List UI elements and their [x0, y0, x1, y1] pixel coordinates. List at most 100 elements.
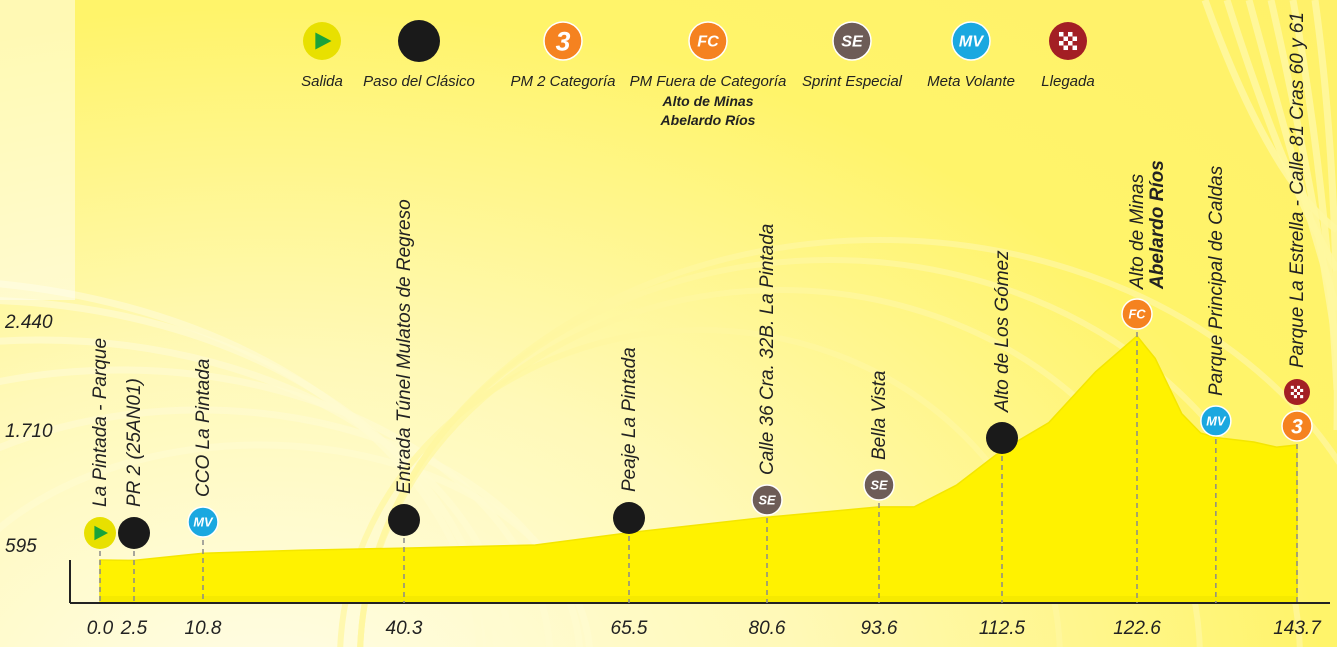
checker-cell: [1293, 395, 1297, 399]
pm3-marker-icon: 3: [1281, 410, 1313, 442]
point-label: Alto de Los Gómez: [992, 250, 1013, 413]
elevation-area: [99, 334, 1298, 603]
elevation-base-band: [100, 596, 1297, 602]
background-arc: [0, 366, 554, 647]
checker-cell: [1068, 36, 1073, 41]
point-name: Alto de Minas: [1127, 173, 1148, 290]
point-name: CCO La Pintada: [193, 359, 214, 497]
legend-sublabel: Abelardo Ríos: [660, 112, 756, 128]
point-label: Peaje La Pintada: [619, 347, 640, 492]
legend-salida-icon: [303, 22, 341, 60]
x-tick-label: 2.5: [120, 618, 148, 639]
point-name: Parque La Estrella - Calle 81 Cras 60 y …: [1287, 12, 1308, 368]
checker-cell: [1290, 385, 1294, 389]
clasico-circle: [388, 504, 420, 536]
clasico-marker-icon: [986, 422, 1018, 454]
point-label: PR 2 (25AN01): [124, 378, 145, 507]
checker-cell: [1300, 385, 1304, 389]
checker-cell: [1068, 45, 1073, 51]
x-tick-label: 112.5: [979, 618, 1026, 639]
fc-circle: [1121, 298, 1153, 330]
x-tick-label: 40.3: [386, 618, 423, 639]
point-name: Peaje La Pintada: [619, 347, 640, 492]
legend-sublabel: Alto de Minas: [661, 93, 753, 109]
checker-cell: [1290, 392, 1294, 396]
x-tick-label: 65.5: [611, 618, 648, 639]
checker-cell: [1058, 45, 1064, 51]
se-circle: [832, 21, 872, 61]
background-stripe: [1201, 0, 1337, 233]
checker-cell: [1063, 31, 1068, 37]
background-arc: [0, 297, 494, 647]
checker-cell: [1297, 385, 1301, 389]
clasico-marker-icon: [613, 502, 645, 534]
point-label: Calle 36 Cra. 32B. La Pintada: [757, 224, 778, 475]
x-tick-label: 93.6: [861, 618, 898, 639]
fc-badge-text: FC: [1128, 306, 1146, 321]
legend-label: PM 2 Categoría: [510, 73, 615, 90]
checker-cell: [1300, 392, 1304, 396]
checker-cell: [1063, 41, 1068, 46]
checker-cell: [1058, 41, 1064, 46]
fc-marker-icon: FC: [1121, 298, 1153, 330]
point-label: Parque Principal de Caldas: [1206, 165, 1227, 396]
background-fade: [0, 0, 75, 300]
salida-marker-icon: [84, 517, 116, 549]
checker-cell: [1293, 388, 1297, 392]
checker-cell: [1072, 45, 1078, 51]
checker-cell: [1290, 388, 1294, 392]
legend-label: Llegada: [1041, 73, 1094, 90]
point-name: Calle 36 Cra. 32B. La Pintada: [757, 224, 778, 475]
mv-marker-icon: MV: [187, 506, 219, 538]
mv-circle: [951, 21, 991, 61]
checker-cell: [1068, 41, 1073, 46]
point-label: La Pintada - Parque: [90, 338, 111, 507]
clasico-circle: [613, 502, 645, 534]
x-tick-label: 143.7: [1273, 618, 1322, 639]
mv-badge-text: MV: [193, 514, 214, 529]
legend-label: PM Fuera de Categoría: [630, 73, 787, 90]
point-name: La Pintada - Parque: [90, 338, 111, 507]
se-badge-text: SE: [870, 477, 888, 492]
checker-cell: [1297, 395, 1301, 399]
y-tick-label: 595: [5, 536, 37, 557]
point-label: Bella Vista: [869, 371, 890, 460]
llegada-marker-icon: [1284, 379, 1310, 405]
mv-badge-text: MV: [959, 33, 984, 51]
point-label: Alto de Minas Abelardo Ríos: [1127, 160, 1168, 290]
se-circle: [863, 469, 895, 501]
legend-se-icon: SE: [832, 21, 872, 61]
fc-circle: [688, 21, 728, 61]
legend-clasico-icon: [398, 20, 440, 62]
salida-arrow: [94, 525, 108, 541]
se-marker-icon: SE: [863, 469, 895, 501]
checker-cell: [1300, 395, 1304, 399]
mv-badge-text: MV: [1206, 413, 1227, 428]
background-arc: [0, 336, 514, 647]
pm3-badge-text: 3: [556, 26, 571, 56]
y-tick-label: 1.710: [5, 421, 53, 442]
checker-cell: [1072, 36, 1078, 41]
clasico-circle: [398, 20, 440, 62]
point-name2: Abelardo Ríos: [1147, 160, 1168, 290]
clasico-circle: [986, 422, 1018, 454]
x-tick-label: 80.6: [749, 618, 786, 639]
se-marker-icon: SE: [751, 484, 783, 516]
clasico-marker-icon: [388, 504, 420, 536]
checker-cell: [1072, 31, 1078, 37]
pm3-badge-text: 3: [1291, 415, 1303, 438]
point-name: Bella Vista: [869, 371, 890, 460]
x-tick-label: 0.0: [87, 618, 114, 639]
pm3-circle: [543, 21, 583, 61]
checker-cell: [1063, 45, 1068, 51]
point-name: Parque Principal de Caldas: [1206, 165, 1227, 396]
se-circle: [751, 484, 783, 516]
legend-label: Sprint Especial: [802, 73, 903, 90]
legend-label: Paso del Clásico: [363, 73, 475, 90]
mv-circle: [1200, 405, 1232, 437]
legend-pm3-icon: 3: [543, 21, 583, 61]
point-name: Entrada Túnel Mulatos de Regreso: [394, 199, 415, 494]
checker-cell: [1297, 392, 1301, 396]
